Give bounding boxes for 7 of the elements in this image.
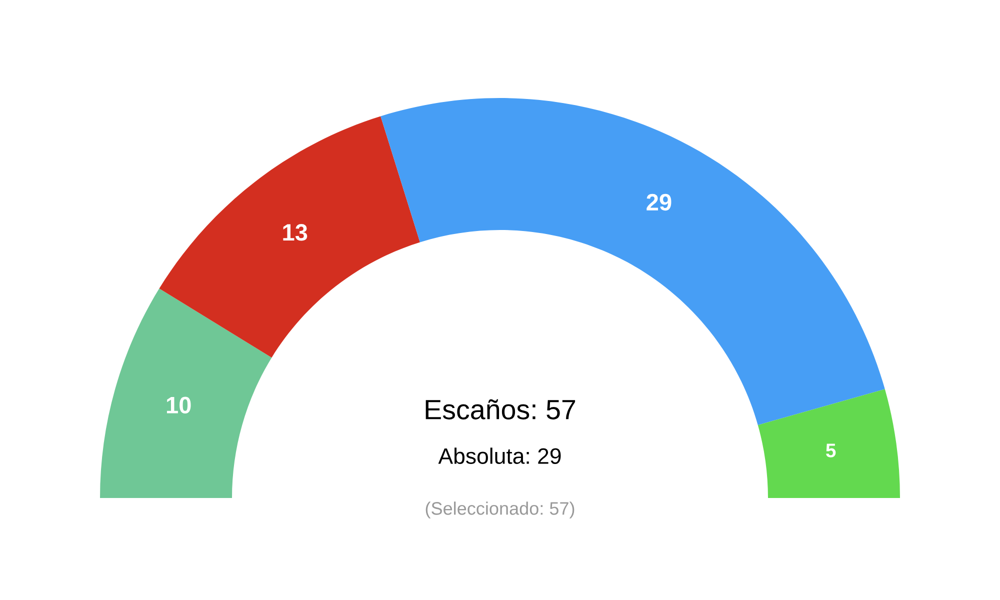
data-label: 10 [166, 396, 191, 414]
text: (Seleccionado: 57) [426, 502, 574, 518]
data-label: 5 [826, 444, 836, 458]
data-label: 13 [283, 224, 308, 241]
data-label: 29 [646, 194, 672, 211]
text: Escaños: 57 [426, 399, 576, 420]
text: Absoluta: 29 [438, 448, 561, 464]
